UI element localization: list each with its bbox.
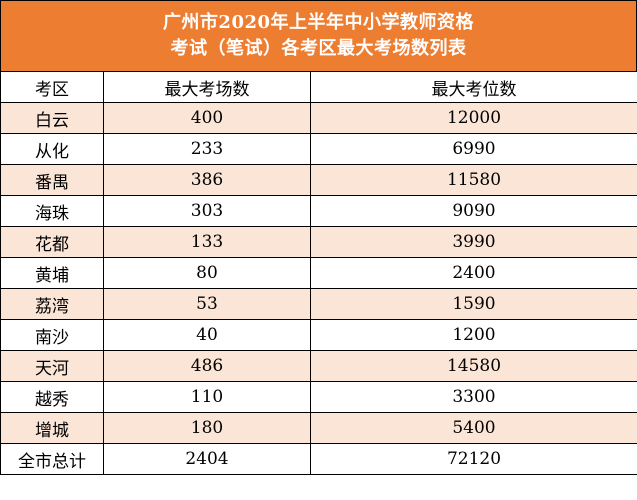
total-seats: 72120 [310, 443, 637, 475]
table-row: 黄埔 80 2400 [0, 257, 637, 289]
cell-rooms: 40 [103, 319, 311, 351]
cell-rooms: 110 [103, 381, 311, 413]
total-row: 全市总计 2404 72120 [0, 443, 637, 475]
cell-rooms: 233 [103, 133, 311, 165]
table-title: 广州市2020年上半年中小学教师资格 考试（笔试）各考区最大考场数列表 [0, 0, 637, 72]
cell-district: 增城 [0, 412, 104, 444]
cell-rooms: 303 [103, 195, 311, 227]
cell-seats: 1590 [310, 288, 637, 320]
cell-seats: 12000 [310, 102, 637, 134]
cell-seats: 6990 [310, 133, 637, 165]
table-row: 荔湾 53 1590 [0, 288, 637, 320]
cell-district: 白云 [0, 102, 104, 134]
cell-district: 黄埔 [0, 257, 104, 289]
cell-seats: 14580 [310, 350, 637, 382]
cell-rooms: 133 [103, 226, 311, 258]
table-row: 从化 233 6990 [0, 133, 637, 165]
cell-seats: 3300 [310, 381, 637, 413]
total-rooms: 2404 [103, 443, 311, 475]
table-row: 番禺 386 11580 [0, 164, 637, 196]
table-row: 增城 180 5400 [0, 412, 637, 444]
cell-district: 海珠 [0, 195, 104, 227]
cell-rooms: 180 [103, 412, 311, 444]
cell-seats: 11580 [310, 164, 637, 196]
title-line-1: 广州市2020年上半年中小学教师资格 [162, 12, 475, 33]
cell-seats: 5400 [310, 412, 637, 444]
cell-district: 番禺 [0, 164, 104, 196]
cell-district: 从化 [0, 133, 104, 165]
table-row: 越秀 110 3300 [0, 381, 637, 413]
cell-seats: 3990 [310, 226, 637, 258]
header-row: 考区 最大考场数 最大考位数 [0, 71, 637, 103]
header-district: 考区 [0, 71, 104, 103]
header-seats: 最大考位数 [310, 71, 637, 103]
table-row: 天河 486 14580 [0, 350, 637, 382]
cell-district: 南沙 [0, 319, 104, 351]
total-label: 全市总计 [0, 443, 104, 475]
cell-seats: 1200 [310, 319, 637, 351]
cell-district: 荔湾 [0, 288, 104, 320]
table-row: 海珠 303 9090 [0, 195, 637, 227]
cell-rooms: 486 [103, 350, 311, 382]
cell-district: 越秀 [0, 381, 104, 413]
cell-seats: 2400 [310, 257, 637, 289]
cell-seats: 9090 [310, 195, 637, 227]
cell-rooms: 400 [103, 102, 311, 134]
table-row: 白云 400 12000 [0, 102, 637, 134]
cell-district: 天河 [0, 350, 104, 382]
table-row: 南沙 40 1200 [0, 319, 637, 351]
cell-district: 花都 [0, 226, 104, 258]
table-row: 花都 133 3990 [0, 226, 637, 258]
cell-rooms: 386 [103, 164, 311, 196]
exam-room-table: 考区 最大考场数 最大考位数 白云 400 12000 从化 233 6990 … [0, 71, 637, 475]
title-line-2: 考试（笔试）各考区最大考场数列表 [170, 38, 467, 59]
header-rooms: 最大考场数 [103, 71, 311, 103]
cell-rooms: 53 [103, 288, 311, 320]
cell-rooms: 80 [103, 257, 311, 289]
